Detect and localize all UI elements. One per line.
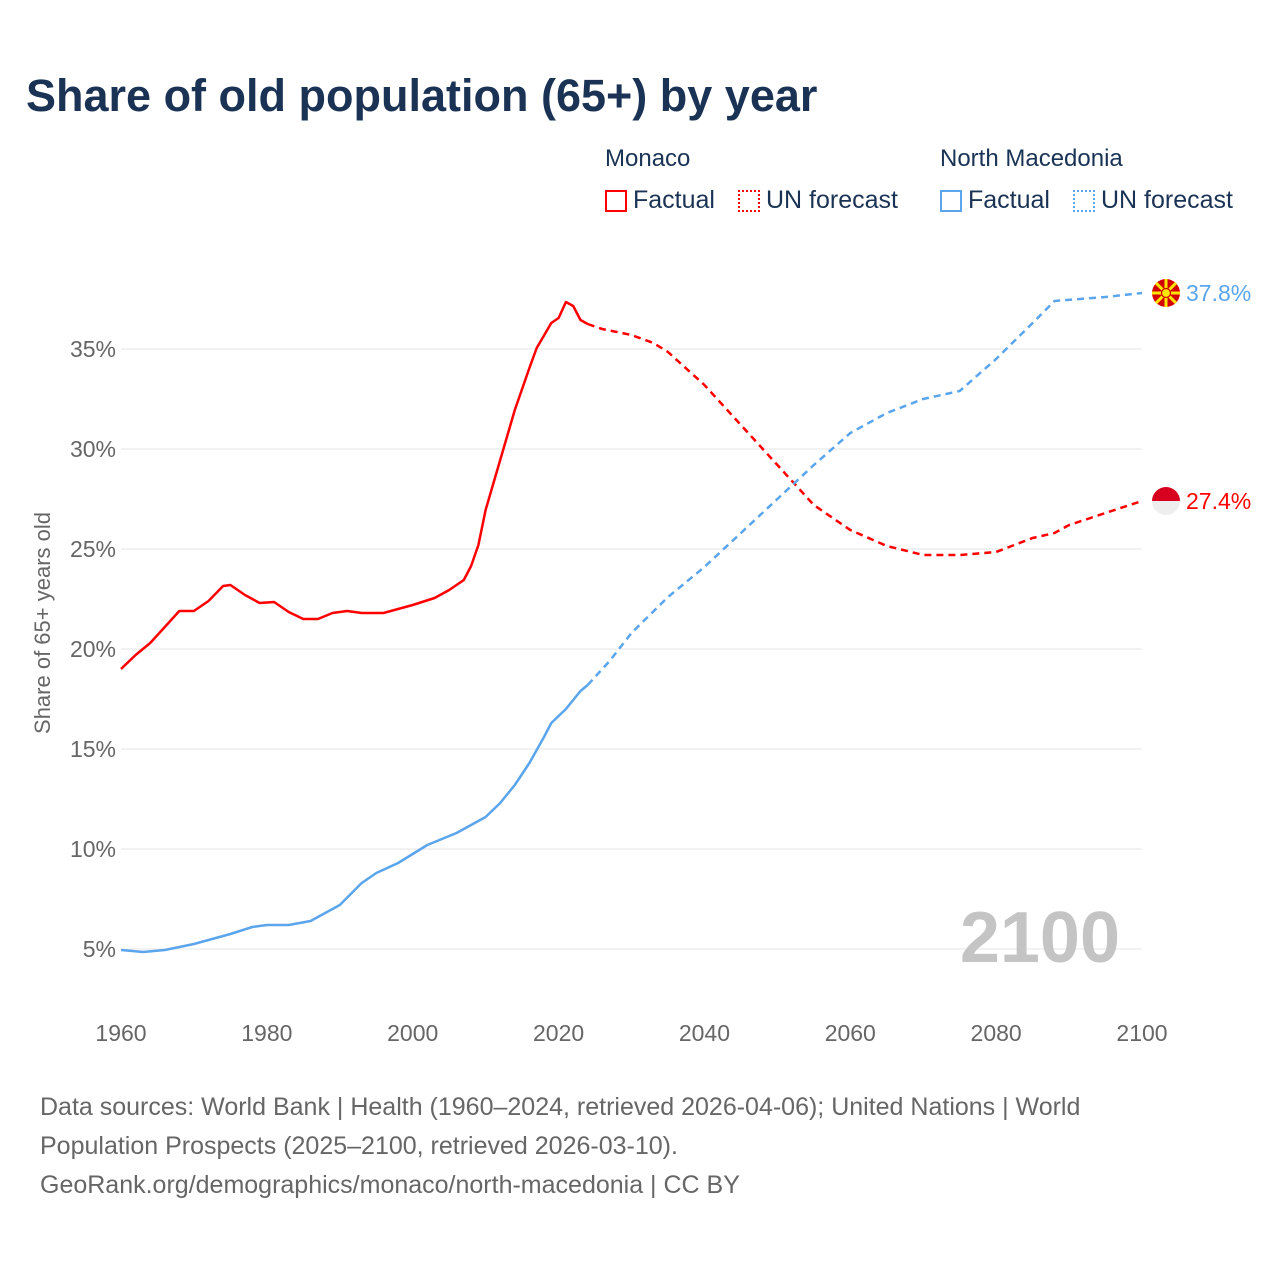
source-line: Data sources: World Bank | Health (1960–… xyxy=(40,1093,1081,1121)
legend-nmk-forecast[interactable]: UN forecast xyxy=(1073,186,1233,215)
north-macedonia-forecast-line xyxy=(586,291,1143,686)
x-tick-label: 2060 xyxy=(825,1020,876,1046)
monaco-end-label: 27.4% xyxy=(1186,488,1251,514)
legend-swatch-solid xyxy=(605,189,627,212)
x-tick-label: 1960 xyxy=(95,1020,146,1046)
monaco-flag-icon-lower xyxy=(1152,501,1180,515)
y-tick-label: 30% xyxy=(70,436,116,462)
x-tick-label: 1980 xyxy=(241,1020,292,1046)
legend-label: Factual xyxy=(968,186,1050,214)
monaco-forecast-line xyxy=(587,322,1143,557)
x-tick-label: 2040 xyxy=(679,1020,730,1046)
y-tick-label: 10% xyxy=(70,836,116,862)
legend-north-macedonia-heading: North Macedonia xyxy=(940,145,1123,172)
north-macedonia-end-label: 37.8% xyxy=(1186,280,1251,306)
legend-label: Factual xyxy=(633,186,715,214)
monaco-flag-icon xyxy=(1152,487,1180,501)
chart-title: Share of old population (65+) by year xyxy=(26,70,818,121)
x-tick-label: 2020 xyxy=(533,1020,584,1046)
legend-nmk-factual[interactable]: Factual xyxy=(940,186,1050,215)
legend-monaco-forecast[interactable]: UN forecast xyxy=(738,186,898,215)
source-line: Population Prospects (2025–2100, retriev… xyxy=(40,1132,678,1160)
legend-label: UN forecast xyxy=(766,186,898,214)
legend-swatch-dotted xyxy=(1073,189,1095,212)
x-tick-label: 2000 xyxy=(387,1020,438,1046)
flag-sun xyxy=(1160,287,1172,299)
x-tick-label: 2080 xyxy=(971,1020,1022,1046)
year-watermark: 2100 xyxy=(960,898,1120,978)
source-link[interactable]: GeoRank.org/demographics/monaco/north-ma… xyxy=(40,1171,740,1199)
north-macedonia-factual-line xyxy=(120,684,589,954)
y-tick-label: 25% xyxy=(70,536,116,562)
y-tick-label: 5% xyxy=(83,936,116,962)
monaco-factual-line xyxy=(120,300,589,670)
data-source-note: Data sources: World Bank | Health (1960–… xyxy=(40,1088,1240,1205)
y-axis-label: Share of 65+ years old xyxy=(30,512,55,734)
legend-monaco-factual[interactable]: Factual xyxy=(605,186,715,215)
legend-label: UN forecast xyxy=(1101,186,1233,214)
legend-monaco-heading: Monaco xyxy=(605,145,691,172)
legend-swatch-solid xyxy=(940,189,962,212)
y-tick-label: 20% xyxy=(70,636,116,662)
legend-swatch-dotted xyxy=(738,189,760,212)
y-tick-label: 35% xyxy=(70,336,116,362)
x-tick-label: 2100 xyxy=(1116,1020,1167,1046)
y-tick-label: 15% xyxy=(70,736,116,762)
